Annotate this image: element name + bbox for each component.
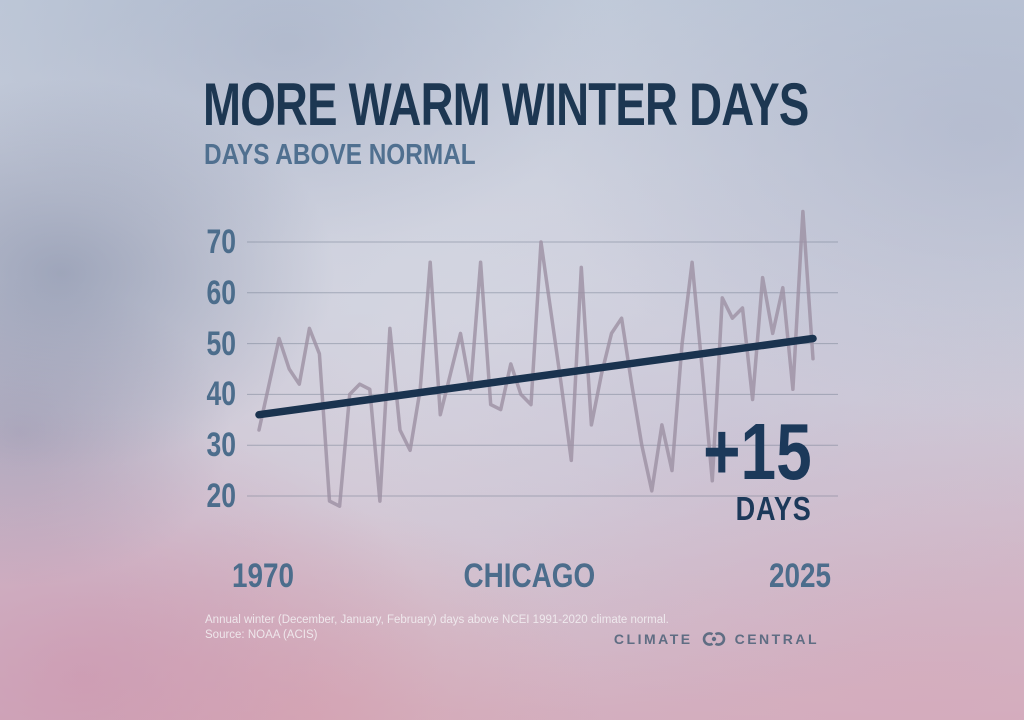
page-subtitle: DAYS ABOVE NORMAL xyxy=(204,139,476,171)
y-axis-label: 60 xyxy=(206,273,236,312)
y-axis-label: 40 xyxy=(206,375,236,414)
climate-central-rings-icon xyxy=(700,631,728,647)
x-axis-location: CHICAGO xyxy=(463,557,596,595)
x-axis-end-year: 2025 xyxy=(768,557,832,595)
source-note: Annual winter (December, January, Februa… xyxy=(205,613,669,643)
source-note-line2: Source: NOAA (ACIS) xyxy=(205,629,318,641)
y-axis-label: 30 xyxy=(206,426,236,465)
trend-change-unit: DAYS xyxy=(736,490,812,527)
y-axis-label: 20 xyxy=(206,477,236,515)
y-axis-label: 50 xyxy=(206,324,236,363)
source-note-line1: Annual winter (December, January, Februa… xyxy=(205,614,669,626)
page-title: MORE WARM WINTER DAYS xyxy=(203,71,809,138)
data-series-line xyxy=(257,209,815,508)
climate-central-logo: CLIMATE CENTRAL xyxy=(614,631,819,647)
trend-line xyxy=(255,334,817,419)
logo-word-central: CENTRAL xyxy=(734,631,819,647)
logo-word-climate: CLIMATE xyxy=(613,631,693,647)
x-axis-start-year: 1970 xyxy=(231,557,295,595)
trend-change-value: +15 xyxy=(703,407,812,496)
y-axis-label: 70 xyxy=(206,223,236,261)
